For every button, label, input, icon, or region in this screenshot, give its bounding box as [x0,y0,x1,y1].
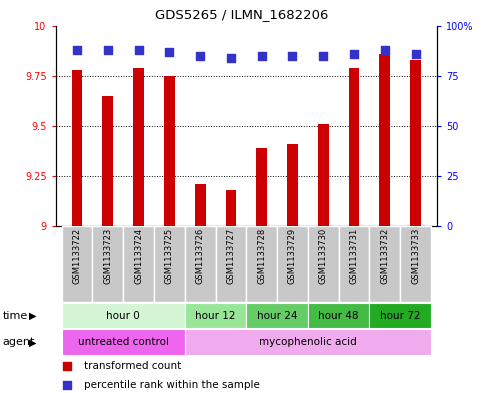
Text: mycophenolic acid: mycophenolic acid [259,337,357,347]
Text: GSM1133728: GSM1133728 [257,228,266,284]
Text: percentile rank within the sample: percentile rank within the sample [84,380,260,390]
Bar [154,226,185,302]
Text: GDS5265 / ILMN_1682206: GDS5265 / ILMN_1682206 [155,7,328,21]
Bar [246,226,277,302]
Text: ▶: ▶ [29,337,37,347]
Text: transformed count: transformed count [84,361,182,371]
Text: time: time [2,310,28,321]
Text: GSM1133725: GSM1133725 [165,228,174,284]
Bar [410,60,421,226]
Bar [215,226,246,302]
Bar [369,303,431,329]
Bar [318,123,328,226]
Bar [246,303,308,329]
Bar [92,226,123,302]
Bar [400,226,431,302]
Bar [102,95,113,226]
Text: GSM1133730: GSM1133730 [319,228,328,284]
Point [381,46,389,53]
Text: GSM1133731: GSM1133731 [350,228,358,284]
Text: hour 0: hour 0 [106,310,140,321]
Point [135,46,142,53]
Bar [123,226,154,302]
Text: GSM1133723: GSM1133723 [103,228,113,284]
Text: agent: agent [2,337,35,347]
Text: GSM1133732: GSM1133732 [380,228,389,284]
Point [166,48,173,55]
Bar [339,226,369,302]
Text: GSM1133726: GSM1133726 [196,228,205,284]
Bar [195,184,206,226]
Bar [185,226,215,302]
Bar [164,75,175,226]
Point [319,52,327,59]
Point [258,52,266,59]
Point [63,382,71,388]
Bar [62,226,92,302]
Text: GSM1133733: GSM1133733 [411,228,420,284]
Text: hour 24: hour 24 [257,310,298,321]
Point [412,50,419,57]
Bar [226,189,236,226]
Text: hour 12: hour 12 [195,310,236,321]
Bar [308,226,339,302]
Bar [308,303,369,329]
Text: ▶: ▶ [29,310,37,321]
Bar [287,143,298,226]
Bar [277,226,308,302]
Point [104,46,112,53]
Point [63,363,71,369]
Bar [133,68,144,226]
Text: hour 72: hour 72 [380,310,420,321]
Text: GSM1133727: GSM1133727 [227,228,235,284]
Text: GSM1133724: GSM1133724 [134,228,143,284]
Point [289,52,297,59]
Text: GSM1133729: GSM1133729 [288,228,297,284]
Text: hour 48: hour 48 [318,310,359,321]
Bar [185,303,246,329]
Bar [369,226,400,302]
Text: untreated control: untreated control [78,337,169,347]
Point [227,54,235,61]
Bar [71,70,83,226]
Point [350,50,358,57]
Bar [380,53,390,226]
Bar [185,329,431,355]
Bar [349,68,359,226]
Point [196,52,204,59]
Text: GSM1133722: GSM1133722 [72,228,82,284]
Bar [62,329,185,355]
Bar [62,303,185,329]
Bar [256,147,267,226]
Point [73,46,81,53]
